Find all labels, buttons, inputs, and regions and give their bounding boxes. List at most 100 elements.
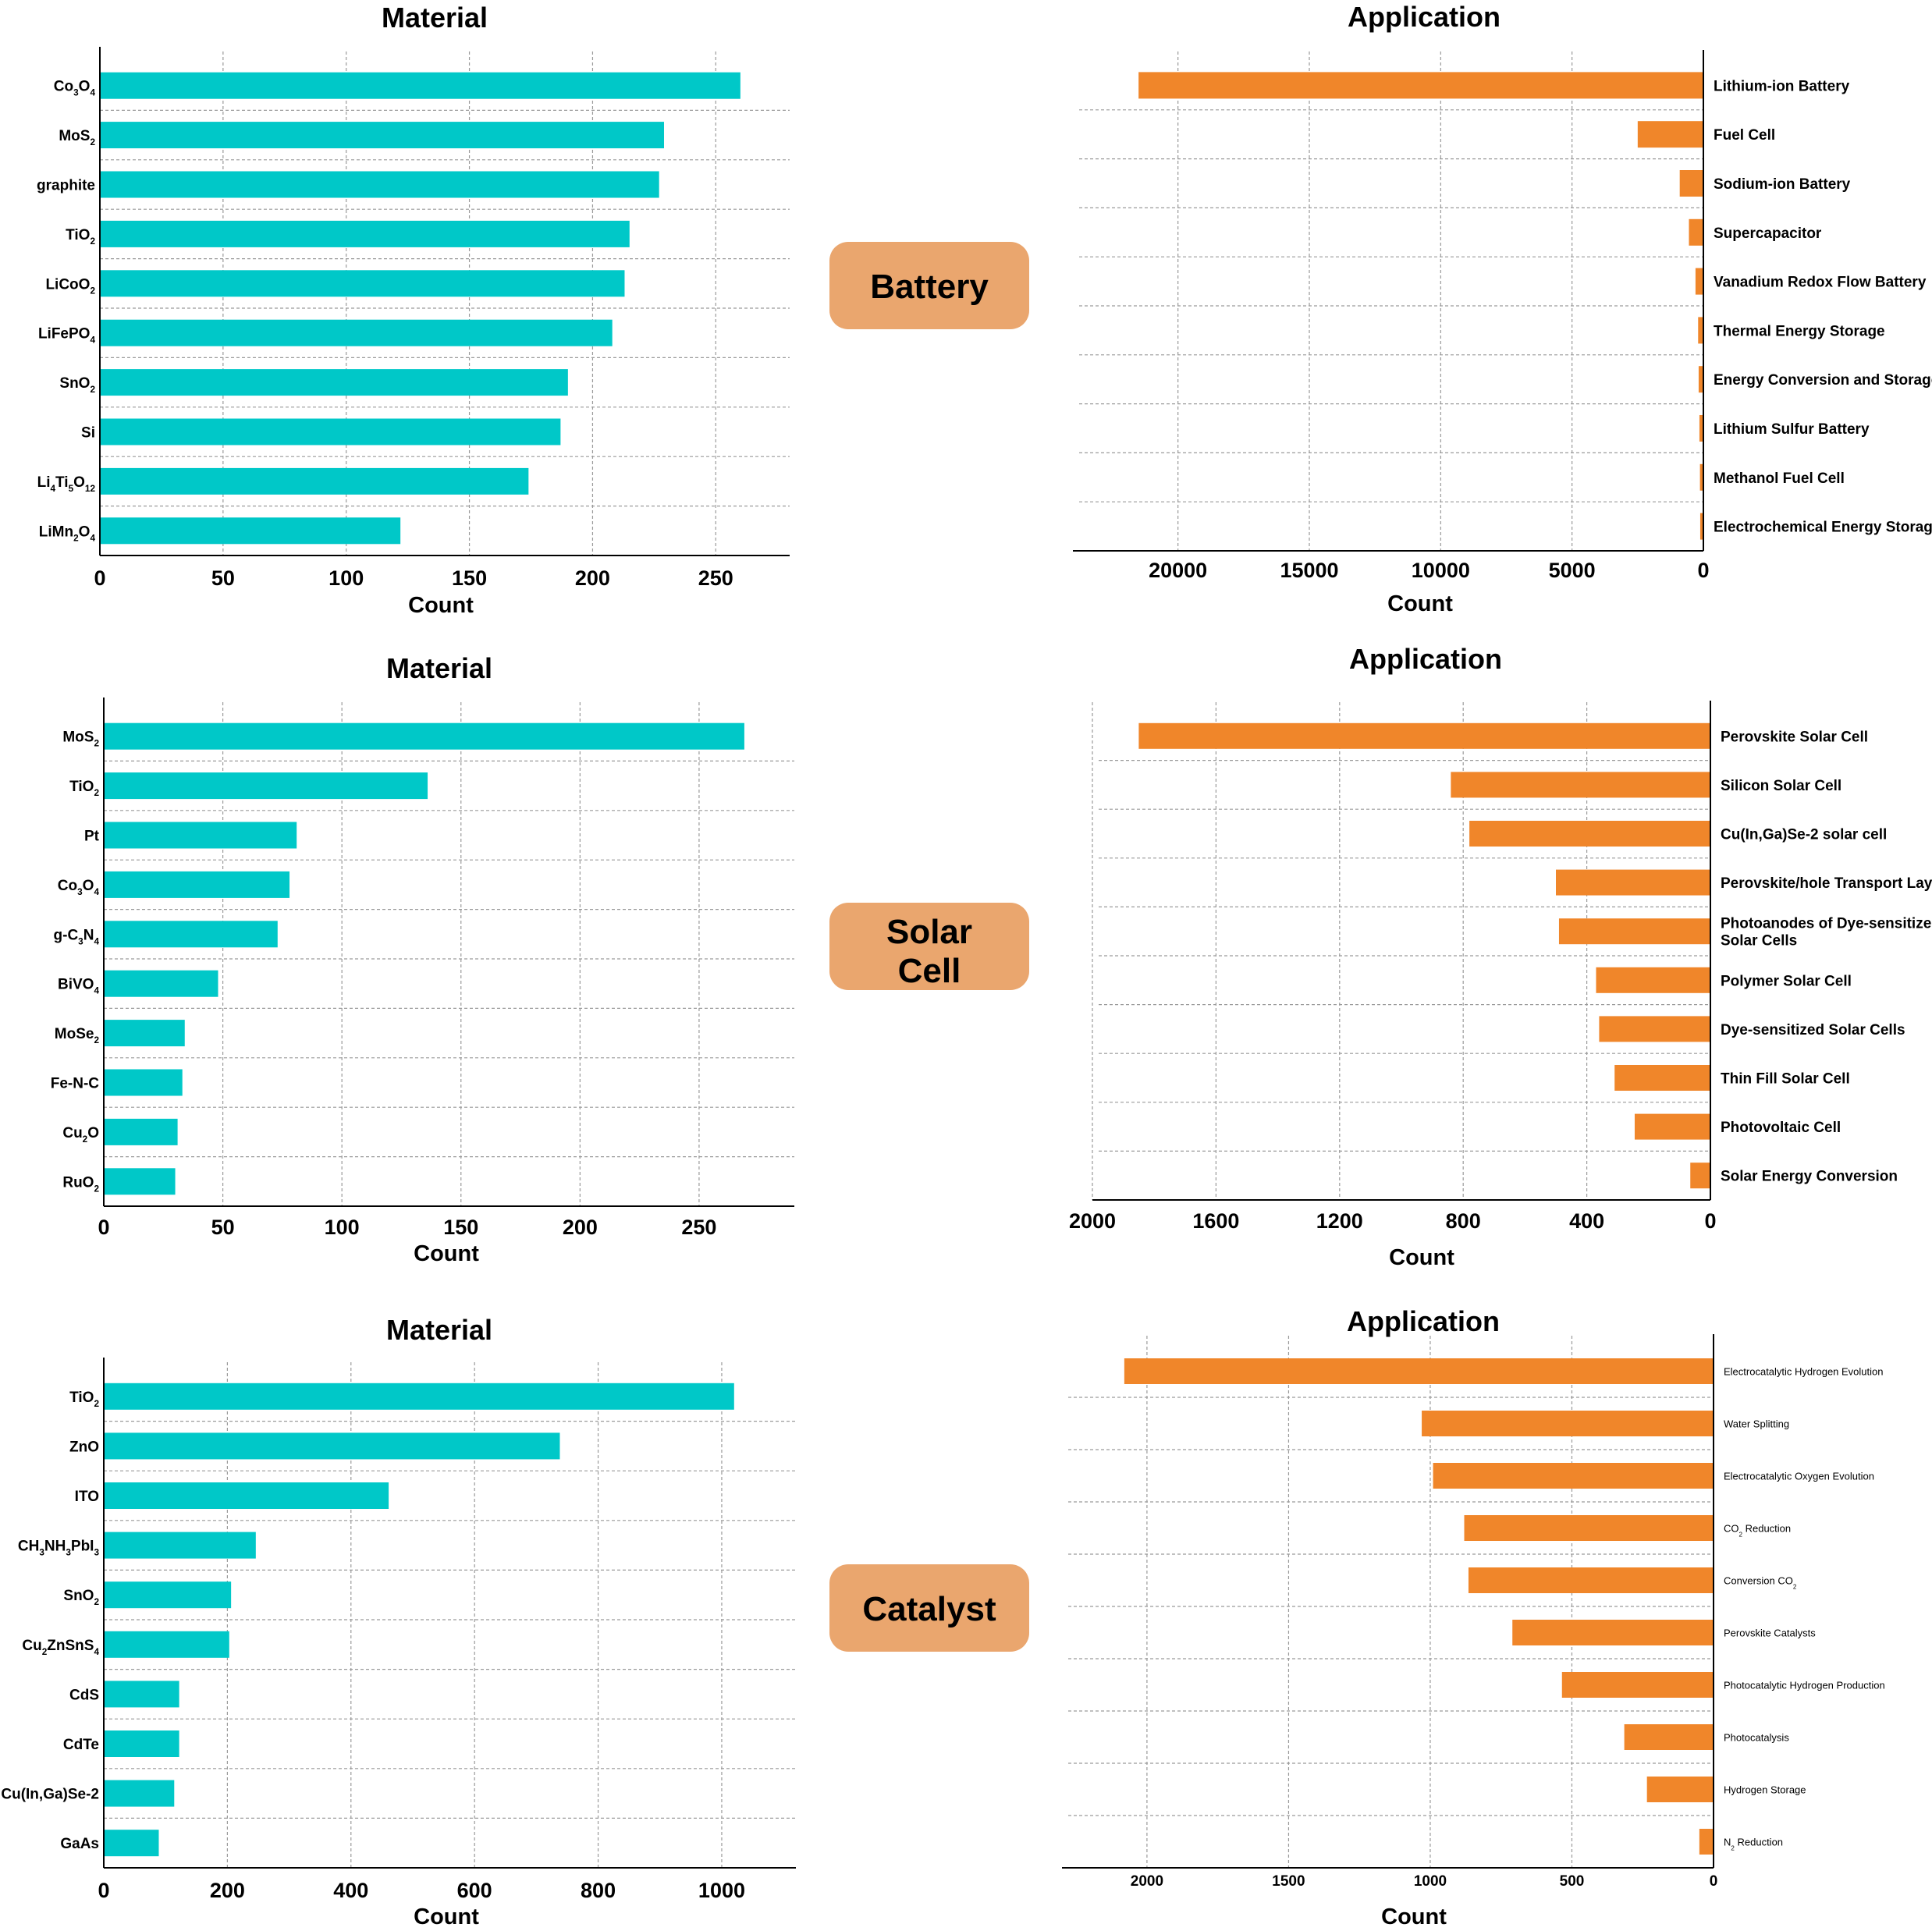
category-label: Perovskite Solar Cell bbox=[1721, 729, 1868, 745]
bar bbox=[104, 1681, 179, 1708]
badge-background bbox=[829, 903, 1029, 990]
bar bbox=[1634, 1113, 1710, 1140]
category-label: Photocatalytic Hydrogen Production bbox=[1724, 1680, 1885, 1691]
category-label: Solar Cells bbox=[1721, 933, 1797, 950]
bar bbox=[104, 921, 278, 948]
chart-title: Material bbox=[382, 2, 488, 34]
x-axis-label: Count bbox=[408, 593, 474, 618]
category-label: TiO2 bbox=[66, 227, 95, 247]
category-label: LiMn2O4 bbox=[39, 524, 96, 543]
bar bbox=[1451, 772, 1710, 798]
badge-label: Solar bbox=[886, 913, 972, 951]
solar-cell-material-chart: MoS2 TiO2 Pt Co3O4 g-C3N4 BiVO4 MoSe2 Fe-N-C Cu2… bbox=[51, 652, 794, 1266]
bar bbox=[1468, 1567, 1714, 1593]
x-tick-label: 200 bbox=[563, 1216, 598, 1239]
category-label: CO2 Reduction bbox=[1724, 1523, 1791, 1539]
category-label: Sodium-ion Battery bbox=[1714, 176, 1851, 193]
badge-label: Catalyst bbox=[862, 1590, 996, 1628]
category-label: Supercapacitor bbox=[1714, 225, 1822, 242]
badge-background bbox=[829, 1564, 1029, 1652]
category-label: Photocatalysis bbox=[1724, 1732, 1789, 1744]
x-tick-label: 250 bbox=[698, 566, 733, 590]
x-tick-label: 0 bbox=[98, 1216, 109, 1239]
battery-material-chart: Co3O4 MoS2 graphite TiO2 LiCoO2 LiFePO4 SnO2 Si… bbox=[37, 2, 790, 618]
category-label: SnO2 bbox=[59, 375, 95, 395]
x-tick-label: 15000 bbox=[1280, 559, 1338, 582]
category-label: Dye-sensitized Solar Cells bbox=[1721, 1022, 1905, 1038]
badge-label: Battery bbox=[870, 268, 989, 306]
bar bbox=[104, 822, 297, 849]
badge-background bbox=[829, 242, 1029, 329]
bar bbox=[104, 1780, 175, 1807]
bar bbox=[104, 1631, 229, 1658]
category-label: Electrochemical Energy Storage bbox=[1714, 520, 1932, 536]
x-tick-label: 2000 bbox=[1131, 1873, 1163, 1890]
x-tick-label: 0 bbox=[98, 1879, 109, 1902]
category-label: MoS2 bbox=[59, 128, 95, 147]
bar bbox=[104, 871, 290, 898]
x-tick-label: 400 bbox=[1569, 1209, 1604, 1233]
x-tick-label: 50 bbox=[211, 1216, 235, 1239]
bar bbox=[100, 517, 401, 545]
bar bbox=[104, 1482, 389, 1509]
bar bbox=[1124, 1358, 1714, 1384]
category-label: LiCoO2 bbox=[45, 276, 95, 296]
bar bbox=[1556, 869, 1710, 896]
bar bbox=[100, 319, 613, 346]
x-tick-label: 0 bbox=[1710, 1873, 1718, 1890]
bar bbox=[104, 772, 428, 800]
category-label: Cu(In,Ga)Se-2 solar cell bbox=[1721, 827, 1887, 843]
category-badge: Catalyst bbox=[829, 1564, 1029, 1652]
category-label: Fe-N-C bbox=[51, 1076, 100, 1092]
catalyst-material-chart: TiO2 ZnO ITO CH3NH3PbI3 SnO2 Cu2ZnSnS4 CdS CdTe… bbox=[1, 1314, 796, 1929]
bar bbox=[1464, 1515, 1714, 1541]
bar bbox=[1679, 170, 1703, 197]
bar bbox=[1699, 1829, 1714, 1855]
bar bbox=[100, 270, 625, 297]
bar bbox=[1624, 1724, 1714, 1750]
chart-title: Application bbox=[1348, 1, 1500, 33]
category-label: LiFePO4 bbox=[38, 326, 96, 346]
solar-cell-application-chart: Perovskite Solar Cell Silicon Solar Cell C… bbox=[1069, 643, 1932, 1270]
x-tick-label: 200 bbox=[575, 566, 610, 590]
bar bbox=[1699, 415, 1703, 442]
x-tick-label: 100 bbox=[329, 566, 364, 590]
category-label: CdTe bbox=[63, 1737, 99, 1753]
category-label: ITO bbox=[75, 1489, 99, 1505]
bar bbox=[1512, 1620, 1714, 1645]
bar bbox=[104, 1118, 178, 1145]
bar bbox=[104, 722, 744, 750]
chart-title: Material bbox=[386, 1314, 492, 1346]
x-axis-label: Count bbox=[1389, 1245, 1454, 1270]
category-label: Hydrogen Storage bbox=[1724, 1784, 1806, 1796]
x-tick-label: 500 bbox=[1560, 1873, 1585, 1890]
bar bbox=[104, 1730, 179, 1757]
bar bbox=[1695, 268, 1703, 295]
bar bbox=[100, 122, 664, 149]
bar bbox=[100, 171, 659, 198]
category-label: Electrocatalytic Oxygen Evolution bbox=[1724, 1471, 1874, 1482]
category-label: Si bbox=[81, 425, 95, 442]
category-label: Li4Ti5O12 bbox=[37, 474, 96, 494]
bar bbox=[1646, 1777, 1714, 1802]
category-label: BiVO4 bbox=[58, 977, 99, 996]
category-label: Cu2ZnSnS4 bbox=[22, 1638, 99, 1657]
x-tick-label: 800 bbox=[1446, 1209, 1481, 1233]
category-label: Polymer Solar Cell bbox=[1721, 973, 1852, 989]
bar bbox=[104, 1532, 256, 1559]
x-axis-label: Count bbox=[414, 1241, 479, 1266]
x-axis-label: Count bbox=[1387, 591, 1453, 616]
category-label: Energy Conversion and Storage bbox=[1714, 372, 1932, 389]
category-label: CH3NH3PbI3 bbox=[18, 1539, 100, 1558]
category-label: graphite bbox=[37, 178, 95, 194]
bar bbox=[1138, 722, 1710, 749]
x-tick-label: 5000 bbox=[1549, 559, 1596, 582]
x-tick-label: 1000 bbox=[1414, 1873, 1447, 1890]
category-label: Silicon Solar Cell bbox=[1721, 778, 1841, 794]
category-label: Thermal Energy Storage bbox=[1714, 323, 1885, 339]
bar bbox=[1561, 1672, 1714, 1698]
category-badge: Battery bbox=[829, 242, 1029, 329]
x-tick-label: 1600 bbox=[1192, 1209, 1239, 1233]
